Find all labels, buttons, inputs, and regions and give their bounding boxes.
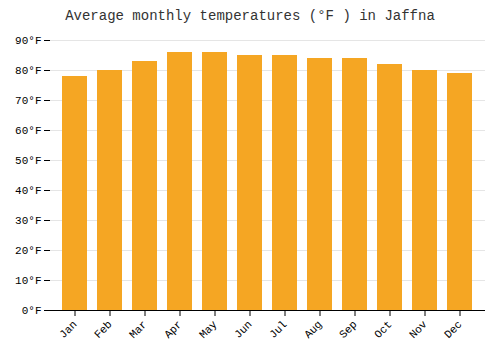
svg-text:Jul: Jul (267, 318, 289, 340)
svg-text:Jun: Jun (232, 318, 254, 340)
svg-text:Oct: Oct (372, 318, 394, 340)
svg-text:Mar: Mar (127, 318, 149, 340)
svg-text:Jan: Jan (57, 318, 79, 340)
html-text:Average monthly temperatures (: Average monthly temperatures (°F ) in Ja… (65, 8, 435, 24)
svg-text:Sep: Sep (337, 318, 359, 340)
svg-text:May: May (197, 318, 220, 341)
svg-text:Dec: Dec (442, 318, 464, 340)
svg-text:60°F: 60°F (15, 125, 41, 137)
svg-text:70°F: 70°F (15, 95, 41, 107)
svg-text:0°F: 0°F (22, 305, 42, 317)
svg-text:30°F: 30°F (15, 215, 41, 227)
svg-text:Aug: Aug (302, 318, 324, 340)
svg-text:Feb: Feb (92, 318, 114, 340)
svg-text:20°F: 20°F (15, 245, 41, 257)
svg-text:Nov: Nov (407, 318, 430, 341)
svg-text:90°F: 90°F (15, 35, 41, 47)
svg-text:40°F: 40°F (15, 185, 41, 197)
svg-text:80°F: 80°F (15, 65, 41, 77)
svg-text:10°F: 10°F (15, 275, 41, 287)
svg-text:50°F: 50°F (15, 155, 41, 167)
svg-text:Apr: Apr (162, 318, 184, 340)
